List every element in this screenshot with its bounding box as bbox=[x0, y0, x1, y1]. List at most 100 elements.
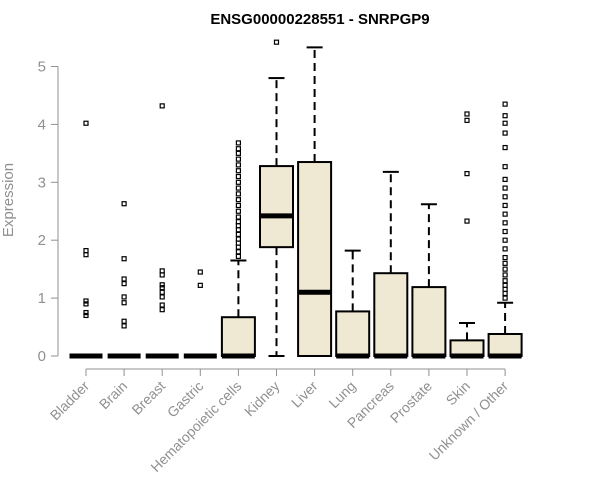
x-tick-label: Liver bbox=[288, 378, 321, 411]
outlier-point bbox=[464, 111, 470, 117]
outlier-point bbox=[502, 282, 508, 288]
outlier-point bbox=[235, 150, 241, 156]
outlier-point bbox=[502, 144, 508, 151]
box-group bbox=[487, 101, 523, 359]
outlier-point bbox=[502, 278, 508, 284]
outlier-point bbox=[235, 231, 241, 238]
box-group bbox=[449, 111, 485, 359]
outlier-point bbox=[159, 294, 165, 300]
outlier-point bbox=[235, 240, 241, 246]
box-group bbox=[220, 140, 256, 359]
outlier-point bbox=[159, 103, 165, 109]
outlier-point bbox=[235, 208, 241, 214]
outlier-point bbox=[197, 269, 203, 275]
outlier-point bbox=[235, 223, 241, 229]
y-tick-label: 3 bbox=[38, 174, 46, 191]
box-group bbox=[259, 39, 294, 357]
box-body bbox=[220, 316, 256, 357]
outlier-point bbox=[235, 219, 241, 225]
y-axis: 0 1 2 3 4 5 bbox=[38, 59, 59, 365]
outlier-point bbox=[159, 282, 165, 288]
x-tick-label: Bladder bbox=[47, 378, 93, 424]
outlier-point bbox=[235, 197, 241, 203]
outlier-point bbox=[83, 298, 89, 304]
box-group bbox=[107, 201, 141, 359]
outlier-point bbox=[235, 191, 241, 197]
outlier-point bbox=[464, 218, 470, 224]
x-tick-label: Brain bbox=[96, 378, 130, 412]
box-body bbox=[297, 161, 333, 357]
x-tick-label: Breast bbox=[128, 378, 168, 418]
outlier-point bbox=[502, 237, 508, 243]
outlier-point bbox=[159, 302, 165, 308]
box-body bbox=[335, 310, 371, 357]
box-group bbox=[145, 103, 179, 359]
box-body bbox=[411, 286, 447, 357]
outlier-point bbox=[83, 309, 89, 316]
outlier-point bbox=[235, 179, 241, 185]
outlier-point bbox=[273, 39, 280, 45]
outlier-point bbox=[502, 228, 508, 235]
outlier-point bbox=[159, 268, 165, 274]
outlier-point bbox=[235, 202, 241, 209]
outlier-point bbox=[502, 220, 508, 226]
y-tick-label: 1 bbox=[38, 290, 46, 307]
outlier-point bbox=[502, 272, 508, 278]
outlier-point bbox=[121, 323, 127, 329]
box-group bbox=[373, 170, 409, 359]
outlier-point bbox=[121, 294, 127, 300]
outlier-point bbox=[502, 120, 508, 126]
boxes-layer bbox=[69, 39, 523, 359]
outlier-point bbox=[235, 214, 241, 220]
outlier-point bbox=[235, 236, 241, 242]
outlier-point bbox=[464, 171, 470, 177]
outlier-point bbox=[502, 286, 508, 293]
chart-title: ENSG00000228551 - SNRPGP9 bbox=[210, 11, 429, 28]
outlier-point bbox=[502, 185, 508, 191]
outlier-point bbox=[502, 295, 508, 301]
outlier-point bbox=[502, 254, 508, 261]
outlier-point bbox=[121, 276, 127, 282]
outlier-point bbox=[121, 201, 127, 207]
outlier-point bbox=[235, 162, 241, 168]
outlier-point bbox=[83, 248, 89, 254]
x-tick-label: Lung bbox=[325, 378, 358, 411]
y-tick-label: 2 bbox=[38, 232, 46, 249]
outlier-point bbox=[502, 130, 508, 136]
outlier-point bbox=[502, 290, 508, 297]
box-group bbox=[297, 46, 333, 357]
y-axis-label: Expression bbox=[0, 163, 17, 237]
outlier-point bbox=[235, 146, 241, 152]
y-tick-label: 4 bbox=[38, 116, 46, 133]
outlier-point bbox=[502, 266, 508, 272]
outlier-point bbox=[502, 202, 508, 209]
box-group bbox=[335, 249, 371, 359]
box-group bbox=[183, 269, 217, 359]
outlier-point bbox=[235, 244, 241, 250]
outlier-point bbox=[502, 113, 508, 119]
outlier-point bbox=[235, 140, 241, 146]
outlier-point bbox=[502, 194, 508, 200]
outlier-point bbox=[121, 318, 127, 324]
outlier-point bbox=[83, 312, 89, 319]
outlier-point bbox=[502, 260, 508, 266]
x-tick-label: Kidney bbox=[241, 378, 283, 420]
outlier-point bbox=[235, 173, 241, 180]
outlier-point bbox=[235, 156, 241, 162]
outlier-point bbox=[502, 164, 508, 170]
y-tick-label: 0 bbox=[38, 348, 46, 365]
box-body bbox=[373, 272, 409, 357]
outlier-point bbox=[159, 289, 165, 295]
x-tick-label: Prostate bbox=[387, 378, 435, 426]
box-body bbox=[487, 332, 523, 357]
outlier-point bbox=[83, 120, 89, 126]
y-tick-label: 5 bbox=[38, 59, 46, 76]
outlier-point bbox=[121, 300, 127, 306]
outlier-point bbox=[502, 211, 508, 217]
outlier-point bbox=[235, 185, 241, 191]
outlier-point bbox=[502, 101, 508, 107]
outlier-point bbox=[235, 168, 241, 174]
